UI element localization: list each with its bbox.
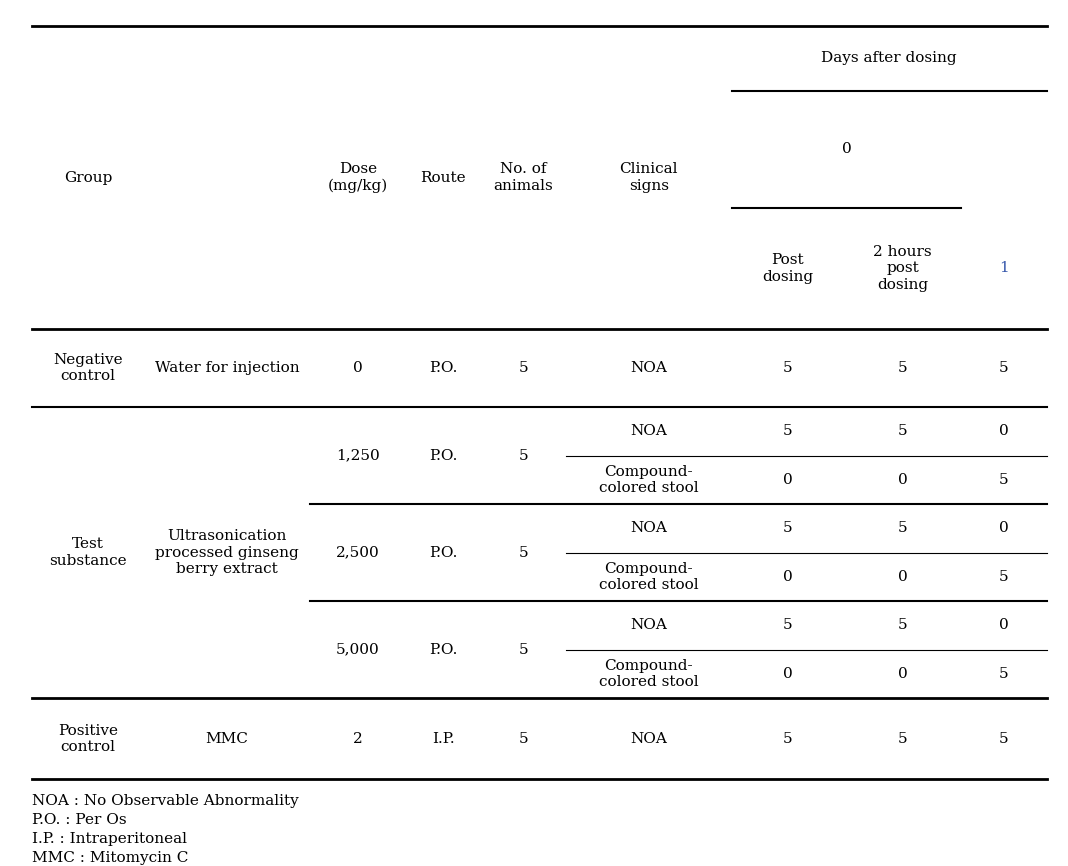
Text: Compound-
colored stool: Compound- colored stool bbox=[599, 659, 698, 688]
Text: 5: 5 bbox=[999, 570, 1009, 584]
Text: P.O.: P.O. bbox=[429, 449, 457, 462]
Text: 5: 5 bbox=[518, 449, 529, 462]
Text: 0: 0 bbox=[783, 473, 792, 487]
Text: 5: 5 bbox=[897, 618, 908, 632]
Text: 5: 5 bbox=[897, 521, 908, 535]
Text: NOA: NOA bbox=[630, 521, 668, 535]
Text: NOA: NOA bbox=[630, 424, 668, 438]
Text: 5: 5 bbox=[999, 473, 1009, 487]
Text: No. of
animals: No. of animals bbox=[493, 163, 553, 192]
Text: 5: 5 bbox=[783, 618, 792, 632]
Text: P.O. : Per Os: P.O. : Per Os bbox=[32, 813, 127, 827]
Text: Compound-
colored stool: Compound- colored stool bbox=[599, 465, 698, 494]
Text: 5: 5 bbox=[897, 361, 908, 375]
Text: 5: 5 bbox=[897, 424, 908, 438]
Text: 0: 0 bbox=[999, 424, 1009, 438]
Text: MMC: MMC bbox=[205, 732, 249, 746]
Text: P.O.: P.O. bbox=[429, 643, 457, 656]
Text: 1: 1 bbox=[999, 262, 1009, 275]
Text: 0: 0 bbox=[897, 473, 908, 487]
Text: 1,250: 1,250 bbox=[336, 449, 379, 462]
Text: 5: 5 bbox=[897, 732, 908, 746]
Text: 0: 0 bbox=[999, 618, 1009, 632]
Text: 5: 5 bbox=[518, 361, 529, 375]
Text: 0: 0 bbox=[352, 361, 363, 375]
Text: 5: 5 bbox=[783, 521, 792, 535]
Text: Dose
(mg/kg): Dose (mg/kg) bbox=[328, 162, 388, 193]
Text: 5: 5 bbox=[783, 361, 792, 375]
Text: 5: 5 bbox=[999, 361, 1009, 375]
Text: 0: 0 bbox=[842, 142, 851, 157]
Text: 2,500: 2,500 bbox=[336, 546, 379, 559]
Text: NOA: NOA bbox=[630, 361, 668, 375]
Text: Route: Route bbox=[421, 171, 466, 184]
Text: 2: 2 bbox=[352, 732, 363, 746]
Text: Post
dosing: Post dosing bbox=[763, 254, 813, 283]
Text: Test
substance: Test substance bbox=[49, 538, 127, 567]
Text: Group: Group bbox=[64, 171, 112, 184]
Text: 0: 0 bbox=[897, 667, 908, 681]
Text: 0: 0 bbox=[783, 667, 792, 681]
Text: NOA : No Observable Abnormality: NOA : No Observable Abnormality bbox=[32, 794, 299, 808]
Text: Days after dosing: Days after dosing bbox=[821, 51, 957, 66]
Text: I.P.: I.P. bbox=[431, 732, 455, 746]
Text: I.P. : Intraperitoneal: I.P. : Intraperitoneal bbox=[32, 832, 187, 846]
Text: MMC : Mitomycin C: MMC : Mitomycin C bbox=[32, 851, 188, 865]
Text: 5: 5 bbox=[783, 424, 792, 438]
Text: 5: 5 bbox=[518, 732, 529, 746]
Text: P.O.: P.O. bbox=[429, 546, 457, 559]
Text: 0: 0 bbox=[897, 570, 908, 584]
Text: 5: 5 bbox=[999, 667, 1009, 681]
Text: 5: 5 bbox=[518, 546, 529, 559]
Text: Ultrasonication
processed ginseng
berry extract: Ultrasonication processed ginseng berry … bbox=[155, 529, 299, 576]
Text: Positive
control: Positive control bbox=[58, 724, 119, 753]
Text: Water for injection: Water for injection bbox=[155, 361, 299, 375]
Text: 0: 0 bbox=[783, 570, 792, 584]
Text: 2 hours
post
dosing: 2 hours post dosing bbox=[874, 245, 931, 292]
Text: 5: 5 bbox=[783, 732, 792, 746]
Text: NOA: NOA bbox=[630, 618, 668, 632]
Text: Compound-
colored stool: Compound- colored stool bbox=[599, 562, 698, 591]
Text: 5: 5 bbox=[518, 643, 529, 656]
Text: 5,000: 5,000 bbox=[336, 643, 379, 656]
Text: Clinical
signs: Clinical signs bbox=[619, 163, 678, 192]
Text: P.O.: P.O. bbox=[429, 361, 457, 375]
Text: 0: 0 bbox=[999, 521, 1009, 535]
Text: Negative
control: Negative control bbox=[53, 353, 123, 383]
Text: 5: 5 bbox=[999, 732, 1009, 746]
Text: NOA: NOA bbox=[630, 732, 668, 746]
